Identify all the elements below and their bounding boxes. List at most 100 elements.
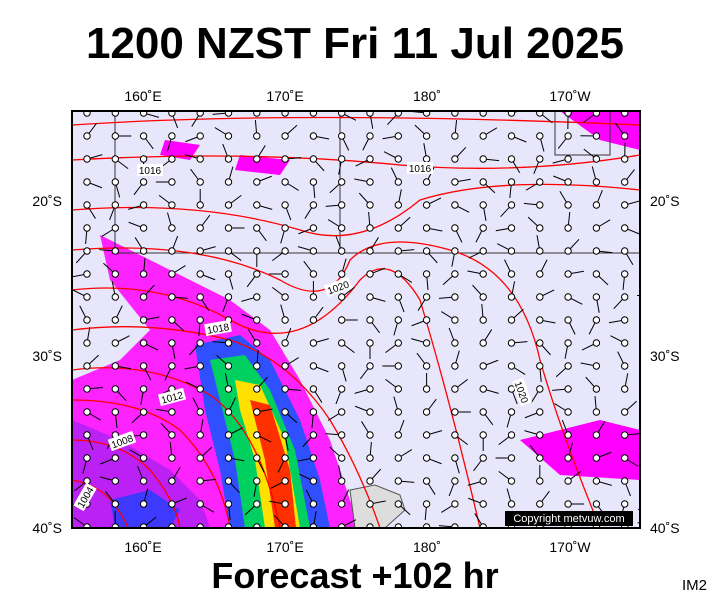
station: [224, 132, 233, 140]
station: [83, 111, 91, 117]
precip-e: [520, 420, 640, 480]
station: [168, 339, 176, 347]
copyright-box: [505, 511, 633, 526]
copyright: Copyright metvuw.com: [513, 513, 624, 525]
station: [281, 477, 289, 485]
isobar-label-text: 1016: [409, 164, 432, 175]
station: [309, 339, 318, 347]
station: [83, 132, 91, 140]
station: [592, 339, 601, 347]
station: [196, 500, 204, 508]
station: [394, 201, 402, 209]
station: [224, 431, 233, 439]
station: [564, 201, 572, 209]
station: [592, 385, 601, 393]
station: [168, 454, 176, 462]
station: [281, 500, 289, 508]
station: [422, 132, 431, 140]
station: [281, 339, 289, 347]
station: [592, 477, 601, 485]
station: [564, 155, 572, 163]
station: [168, 247, 176, 255]
station: [366, 339, 374, 347]
wind-barb: [653, 228, 657, 243]
station: [224, 247, 233, 255]
station: [479, 201, 487, 209]
station: [253, 385, 261, 393]
station: [507, 178, 516, 186]
isobar-label: 1016: [407, 162, 433, 175]
station: [281, 454, 289, 462]
station: [168, 201, 176, 209]
station: [309, 224, 318, 232]
station: [83, 178, 91, 186]
station: [592, 316, 601, 324]
left-lat-label: 20˚S: [32, 193, 62, 209]
station: [451, 408, 459, 416]
station: [564, 362, 572, 370]
bottom-lon-label: 170˚E: [266, 539, 303, 555]
station: [507, 477, 516, 485]
precip-blue: [110, 490, 180, 528]
station: [196, 293, 204, 301]
station: [111, 500, 120, 508]
station: [479, 431, 487, 439]
station: [507, 111, 516, 117]
precip-n2: [235, 155, 290, 175]
station: [139, 316, 148, 324]
station: [536, 431, 544, 439]
station: [507, 247, 516, 255]
station: [139, 454, 148, 462]
station: [253, 339, 261, 347]
station: [507, 362, 516, 370]
right-lat-label: 20˚S: [650, 193, 680, 209]
station: [422, 316, 431, 324]
station: [309, 362, 318, 370]
station: [451, 454, 459, 462]
map-content: [72, 111, 657, 528]
station: [536, 408, 544, 416]
station: [564, 111, 572, 117]
station: [592, 293, 601, 301]
wind-barb: [639, 281, 640, 283]
station: [650, 432, 656, 438]
station: [536, 500, 544, 508]
station: [338, 224, 346, 232]
station: [309, 270, 318, 278]
station: [394, 385, 402, 393]
station: [168, 270, 176, 278]
station: [451, 500, 459, 508]
station: [366, 477, 374, 485]
station: [111, 224, 120, 232]
station: [422, 270, 431, 278]
station: [168, 132, 176, 140]
station: [422, 385, 431, 393]
station: [253, 155, 261, 163]
bottom-lon-label: 160˚E: [124, 539, 161, 555]
station: [479, 316, 487, 324]
station: [168, 293, 176, 301]
forecast-label: Forecast +102 hr: [211, 555, 498, 596]
station: [338, 477, 346, 485]
station: [507, 293, 516, 301]
station: [451, 339, 459, 347]
station: [564, 224, 572, 232]
station: [592, 201, 601, 209]
isobar-label-box: [137, 164, 163, 176]
station: [338, 293, 346, 301]
station: [253, 293, 261, 301]
bottom-lon-label: 170˚W: [549, 539, 591, 555]
station: [451, 178, 459, 186]
station: [621, 201, 629, 209]
wind-barb: [647, 251, 653, 266]
station: [564, 293, 572, 301]
station: [168, 431, 176, 439]
left-lat-label: 40˚S: [32, 520, 62, 536]
station: [451, 247, 459, 255]
station: [309, 247, 318, 255]
isobar-label-box: [73, 482, 97, 512]
station: [536, 477, 544, 485]
station: [168, 155, 176, 163]
station: [479, 477, 487, 485]
wind-barb: [641, 309, 653, 320]
